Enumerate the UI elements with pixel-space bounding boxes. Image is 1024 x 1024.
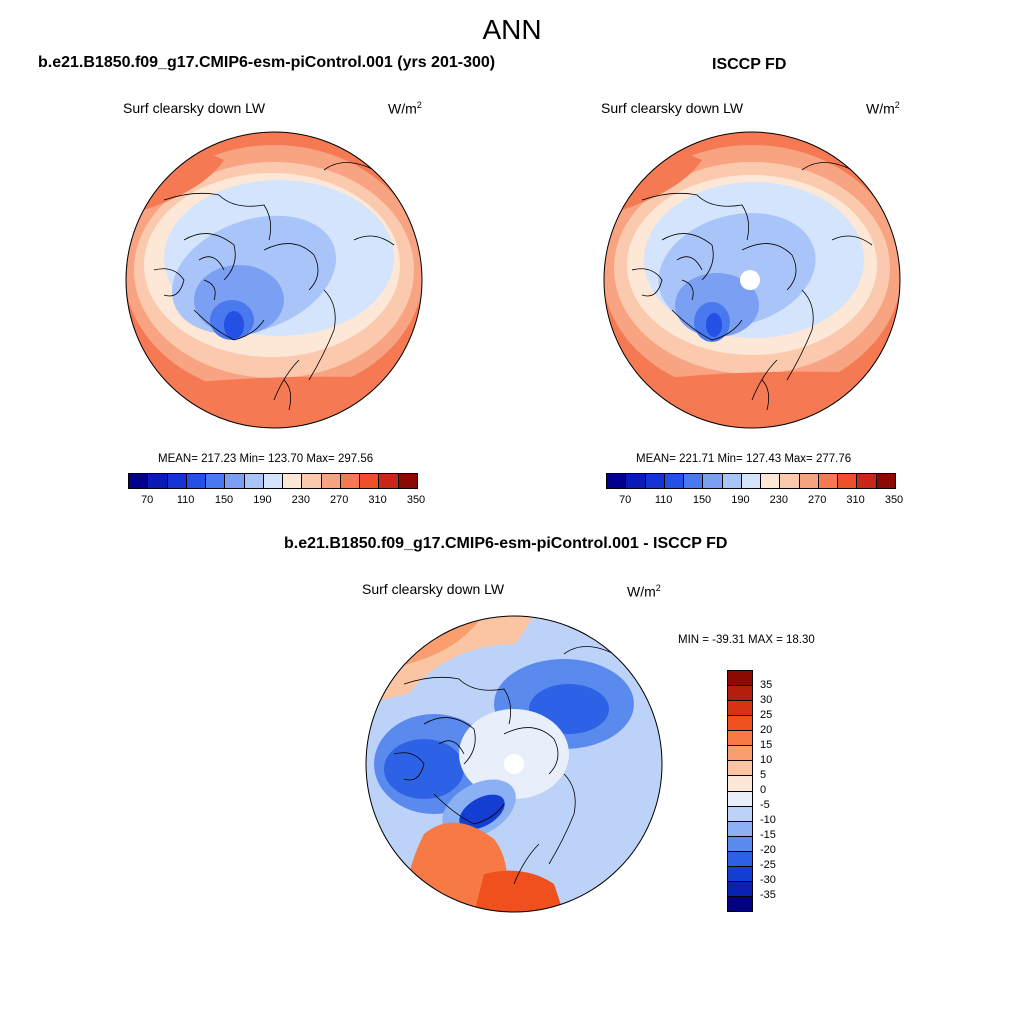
colorbar-tick-label: 15	[760, 739, 773, 751]
colorbar-swatch	[302, 474, 322, 488]
colorbar-tick-label: 10	[760, 754, 773, 766]
colorbar-tick-label: 110	[176, 494, 195, 506]
colorbar-swatch	[398, 474, 417, 488]
colorbar-swatch	[607, 474, 627, 488]
obs-subtitle: Surf clearsky down LW	[601, 100, 744, 116]
colorbar-swatch	[206, 474, 226, 488]
colorbar-tick-label: 310	[846, 494, 865, 506]
colorbar-swatch	[799, 474, 819, 488]
obs-polar-map	[603, 131, 901, 429]
colorbar-tick-label: -15	[760, 829, 776, 841]
colorbar-tick-label: 230	[291, 494, 310, 506]
colorbar-tick-label: 150	[692, 494, 712, 506]
model-colorbar	[128, 473, 418, 489]
colorbar-swatch	[857, 474, 877, 488]
colorbar-swatch	[225, 474, 245, 488]
colorbar-tick-label: -20	[760, 844, 776, 856]
colorbar-swatch	[728, 821, 752, 837]
colorbar-tick-label: -35	[760, 889, 776, 901]
colorbar-swatch	[728, 671, 752, 687]
model-polar-map	[125, 131, 423, 429]
colorbar-swatch	[728, 836, 752, 852]
colorbar-swatch	[167, 474, 187, 488]
model-stats: MEAN= 217.23 Min= 123.70 Max= 297.56	[158, 453, 374, 465]
diff-colorbar-ticks: 35 30 25 20 15 10 5 0 -5 -10 -15 -20 -25 -30 -35	[760, 670, 800, 910]
colorbar-swatch	[780, 474, 800, 488]
colorbar-tick-label: -10	[760, 814, 776, 826]
diff-subtitle: Surf clearsky down LW	[362, 581, 505, 597]
colorbar-tick-label: 20	[760, 724, 773, 736]
colorbar-swatch	[148, 474, 168, 488]
colorbar-swatch	[186, 474, 207, 488]
colorbar-tick-label: -5	[760, 799, 770, 811]
colorbar-swatch	[728, 686, 752, 702]
obs-colorbar-ticks: 70 110 150 190 230 270 310 350	[606, 494, 903, 508]
colorbar-swatch	[129, 474, 149, 488]
colorbar-tick-label: 70	[619, 494, 632, 506]
colorbar-tick-label: -30	[760, 874, 776, 886]
colorbar-swatch	[728, 866, 752, 882]
colorbar-tick-label: 30	[760, 694, 773, 706]
colorbar-tick-label: 350	[884, 494, 904, 506]
colorbar-tick-label: 70	[141, 494, 154, 506]
colorbar-tick-label: -25	[760, 859, 776, 871]
colorbar-swatch	[645, 474, 665, 488]
model-panel-title: b.e21.B1850.f09_g17.CMIP6-esm-piControl.…	[38, 54, 496, 71]
colorbar-swatch	[321, 474, 341, 488]
colorbar-swatch	[728, 881, 752, 897]
colorbar-swatch	[722, 474, 742, 488]
colorbar-swatch	[703, 474, 723, 488]
colorbar-swatch	[728, 776, 752, 792]
colorbar-swatch	[340, 474, 361, 488]
diff-units: W/m2	[627, 583, 661, 600]
colorbar-swatch	[838, 474, 858, 488]
model-subtitle: Surf clearsky down LW	[123, 100, 266, 116]
diff-colorbar	[727, 670, 753, 912]
colorbar-swatch	[728, 761, 752, 777]
colorbar-swatch	[664, 474, 685, 488]
colorbar-swatch	[244, 474, 264, 488]
colorbar-swatch	[818, 474, 839, 488]
colorbar-tick-label: 25	[760, 709, 773, 721]
colorbar-tick-label: 310	[368, 494, 387, 506]
colorbar-tick-label: 150	[214, 494, 234, 506]
model-units: W/m2	[388, 100, 422, 117]
colorbar-swatch	[728, 896, 752, 911]
obs-stats: MEAN= 221.71 Min= 127.43 Max= 277.76	[636, 453, 852, 465]
main-title: ANN	[482, 14, 542, 45]
colorbar-tick-label: 190	[253, 494, 272, 506]
diff-polar-map	[365, 615, 663, 913]
colorbar-swatch	[728, 701, 752, 717]
colorbar-swatch	[761, 474, 781, 488]
colorbar-swatch	[876, 474, 895, 488]
colorbar-tick-label: 35	[760, 679, 773, 691]
colorbar-tick-label: 190	[731, 494, 750, 506]
colorbar-tick-label: 230	[769, 494, 788, 506]
colorbar-tick-label: 110	[654, 494, 673, 506]
diff-stats: MIN = -39.31 MAX = 18.30	[678, 634, 815, 646]
colorbar-swatch	[728, 791, 752, 807]
obs-panel-title: ISCCP FD	[712, 56, 787, 73]
colorbar-tick-label: 5	[760, 769, 767, 781]
colorbar-swatch	[684, 474, 704, 488]
colorbar-swatch	[728, 731, 752, 747]
colorbar-tick-label: 0	[760, 784, 767, 796]
colorbar-swatch	[360, 474, 380, 488]
colorbar-swatch	[728, 806, 752, 822]
model-colorbar-ticks: 70 110 150 190 230 270 310 350	[128, 494, 425, 508]
colorbar-swatch	[626, 474, 646, 488]
obs-units: W/m2	[866, 100, 900, 117]
colorbar-tick-label: 350	[406, 494, 426, 506]
colorbar-swatch	[263, 474, 284, 488]
colorbar-tick-label: 270	[330, 494, 349, 506]
colorbar-swatch	[283, 474, 303, 488]
colorbar-swatch	[728, 716, 752, 732]
colorbar-swatch	[379, 474, 399, 488]
colorbar-swatch	[728, 851, 752, 867]
obs-colorbar	[606, 473, 896, 489]
diff-panel-title: b.e21.B1850.f09_g17.CMIP6-esm-piControl.…	[284, 535, 728, 552]
colorbar-tick-label: 270	[808, 494, 827, 506]
colorbar-swatch	[728, 746, 752, 762]
colorbar-swatch	[741, 474, 762, 488]
